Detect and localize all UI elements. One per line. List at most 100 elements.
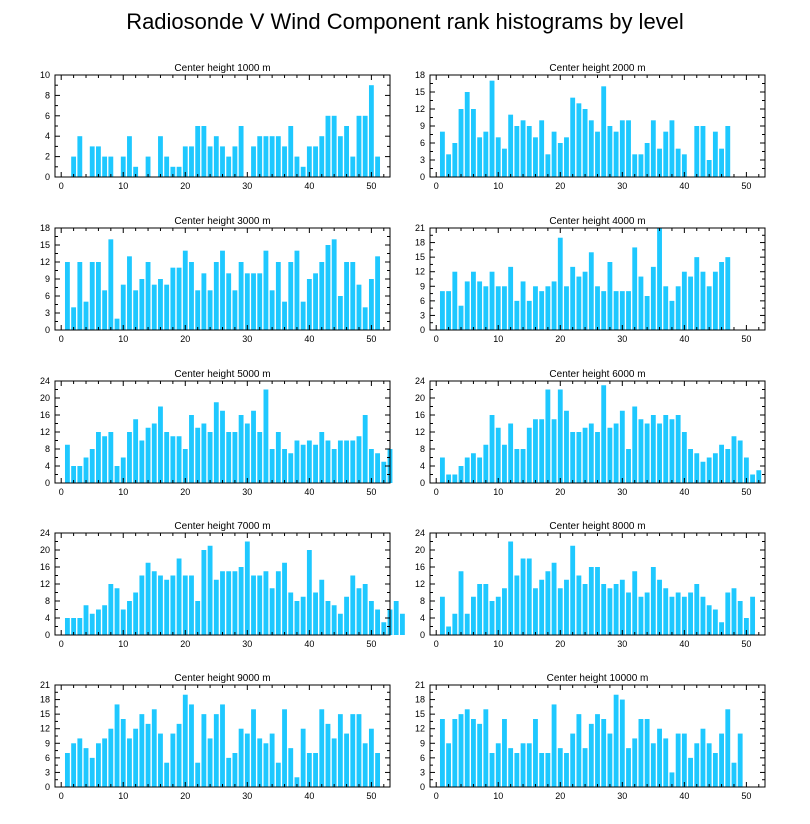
x-tick-label: 40 — [304, 487, 314, 497]
bar — [313, 753, 318, 787]
bar — [220, 704, 225, 787]
bar — [263, 136, 269, 177]
y-tick-label: 8 — [45, 444, 50, 454]
bar — [337, 296, 343, 330]
bar — [613, 423, 619, 483]
bar — [694, 126, 700, 177]
bar — [375, 453, 381, 483]
bar — [452, 143, 458, 177]
bar — [731, 762, 737, 787]
bar — [108, 239, 114, 330]
bar — [220, 571, 225, 635]
bar — [176, 166, 182, 177]
bar — [483, 709, 489, 787]
bar — [120, 609, 126, 635]
panel-title: Center height 10000 m — [547, 673, 649, 684]
panel-1: Center height 1000 m 0 2 4 6 8 10 0 10 20 30 40 50 — [40, 63, 391, 191]
x-tick-label: 0 — [434, 334, 439, 344]
bar — [282, 449, 287, 483]
x-tick-label: 20 — [180, 181, 190, 191]
bar — [313, 444, 318, 483]
bar — [725, 257, 731, 330]
panel-title: Center height 9000 m — [174, 673, 270, 684]
y-tick-label: 9 — [45, 738, 50, 748]
bar — [300, 444, 306, 483]
bar — [719, 262, 724, 330]
bar — [626, 592, 631, 635]
bar — [464, 613, 470, 635]
y-tick-label: 24 — [415, 376, 425, 386]
y-tick-label: 8 — [45, 90, 50, 100]
bar — [539, 753, 545, 787]
bar — [650, 567, 656, 635]
bar — [201, 423, 207, 483]
bar — [520, 120, 526, 177]
bar — [471, 271, 476, 330]
bar — [189, 415, 194, 483]
bar — [725, 449, 731, 483]
bar — [238, 567, 244, 635]
x-tick-label: 50 — [366, 639, 376, 649]
panel-3: Center height 3000 m 0 3 6 9 12 15 18 0 10 20 30 40 5… — [40, 216, 391, 344]
bar — [164, 579, 170, 635]
bar — [120, 284, 126, 330]
y-tick-label: 15 — [40, 240, 50, 250]
bar — [706, 286, 712, 330]
y-tick-label: 12 — [415, 724, 425, 734]
bar — [446, 291, 452, 330]
bar — [533, 419, 538, 483]
bar — [120, 719, 126, 787]
bar — [158, 575, 163, 635]
bar — [213, 402, 219, 483]
bar — [83, 605, 89, 635]
bar — [570, 97, 576, 177]
y-tick-label: 6 — [45, 291, 50, 301]
y-tick-label: 12 — [40, 427, 50, 437]
y-tick-label: 16 — [415, 410, 425, 420]
panel-8: Center height 8000 m 0 4 8 12 16 20 24 0 10 20 30 40… — [415, 521, 766, 649]
x-tick-label: 40 — [304, 334, 314, 344]
bar — [495, 743, 501, 787]
bar — [127, 136, 132, 177]
bar — [306, 550, 312, 635]
bar — [446, 474, 452, 483]
bar — [201, 126, 207, 177]
bar — [471, 596, 476, 635]
bar — [526, 743, 532, 787]
bar — [170, 575, 176, 635]
x-tick-label: 40 — [679, 334, 689, 344]
bar — [514, 126, 520, 177]
y-tick-label: 12 — [415, 267, 425, 277]
bar — [220, 146, 225, 177]
bar — [207, 738, 213, 787]
bar — [669, 300, 675, 330]
x-tick-label: 40 — [304, 639, 314, 649]
bar — [158, 733, 163, 787]
bar — [743, 618, 749, 635]
panel-title: Center height 8000 m — [549, 521, 645, 532]
bar — [269, 733, 275, 787]
bar — [226, 273, 232, 330]
bar — [439, 291, 445, 330]
bar — [313, 273, 318, 330]
bar — [588, 723, 594, 787]
bar — [588, 252, 594, 330]
bar — [545, 753, 551, 787]
x-tick-label: 40 — [304, 181, 314, 191]
bar — [356, 115, 362, 177]
bar — [750, 596, 756, 635]
bar — [350, 440, 356, 483]
y-tick-label: 6 — [420, 138, 425, 148]
bar — [601, 86, 607, 177]
bar — [632, 406, 638, 483]
bar — [545, 389, 551, 483]
bar — [207, 545, 213, 635]
x-tick-label: 50 — [741, 334, 751, 344]
bar — [251, 273, 256, 330]
bar — [232, 571, 238, 635]
bar — [688, 276, 693, 330]
bar — [576, 432, 582, 483]
bar — [495, 427, 501, 483]
bar — [626, 291, 631, 330]
bar — [613, 291, 619, 330]
